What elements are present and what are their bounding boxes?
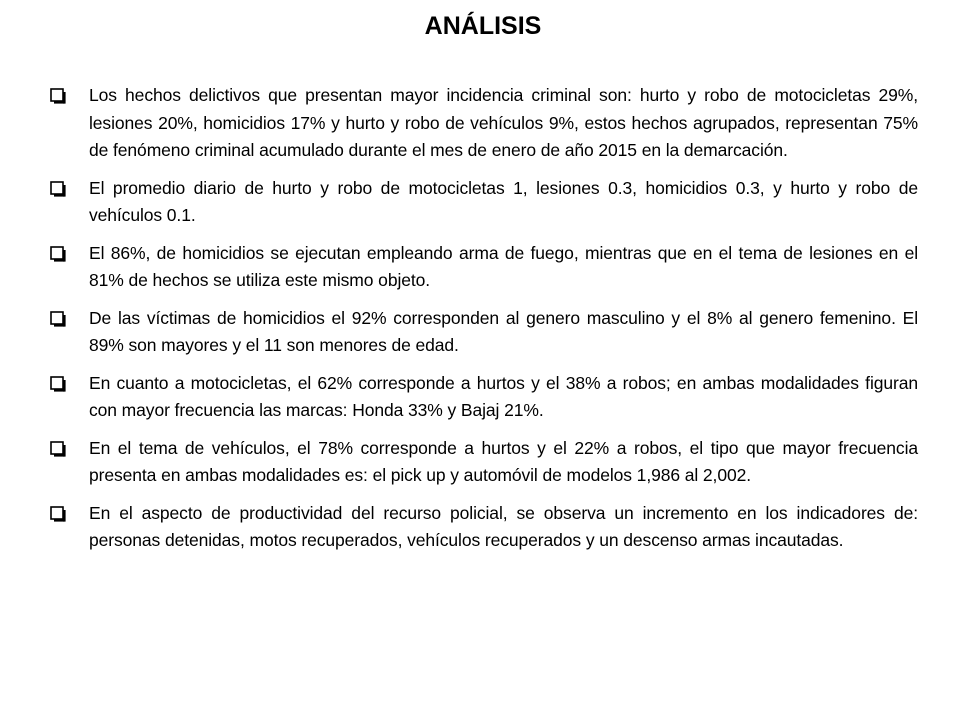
bullet-text: En el tema de vehículos, el 78% correspo… bbox=[89, 437, 918, 486]
checkbox-icon bbox=[50, 310, 66, 327]
list-item: Los hechos delictivos que presentan mayo… bbox=[48, 82, 918, 165]
list-item: De las víctimas de homicidios el 92% cor… bbox=[48, 305, 918, 360]
bullet-text: En cuanto a motocicletas, el 62% corresp… bbox=[89, 372, 918, 421]
list-item: El promedio diario de hurto y robo de mo… bbox=[48, 175, 918, 230]
bullet-text: Los hechos delictivos que presentan mayo… bbox=[89, 85, 918, 160]
list-item: El 86%, de homicidios se ejecutan emplea… bbox=[48, 240, 918, 295]
checkbox-icon bbox=[50, 88, 66, 104]
list-item: En el tema de vehículos, el 78% correspo… bbox=[48, 435, 918, 490]
bullet-text: En el aspecto de productividad del recur… bbox=[89, 502, 918, 551]
bullet-list: Los hechos delictivos que presentan mayo… bbox=[48, 82, 918, 565]
checkbox-icon bbox=[50, 180, 66, 197]
bullet-text: El 86%, de homicidios se ejecutan emplea… bbox=[89, 242, 918, 291]
bullet-text: El promedio diario de hurto y robo de mo… bbox=[89, 177, 918, 226]
bullet-text: De las víctimas de homicidios el 92% cor… bbox=[89, 307, 918, 356]
list-item: En el aspecto de productividad del recur… bbox=[48, 500, 918, 555]
checkbox-icon bbox=[50, 440, 66, 457]
page-title: ANÁLISIS bbox=[424, 12, 542, 40]
checkbox-icon bbox=[50, 375, 66, 392]
checkbox-icon bbox=[50, 505, 66, 522]
checkbox-icon bbox=[50, 245, 66, 262]
list-item: En cuanto a motocicletas, el 62% corresp… bbox=[48, 370, 918, 425]
